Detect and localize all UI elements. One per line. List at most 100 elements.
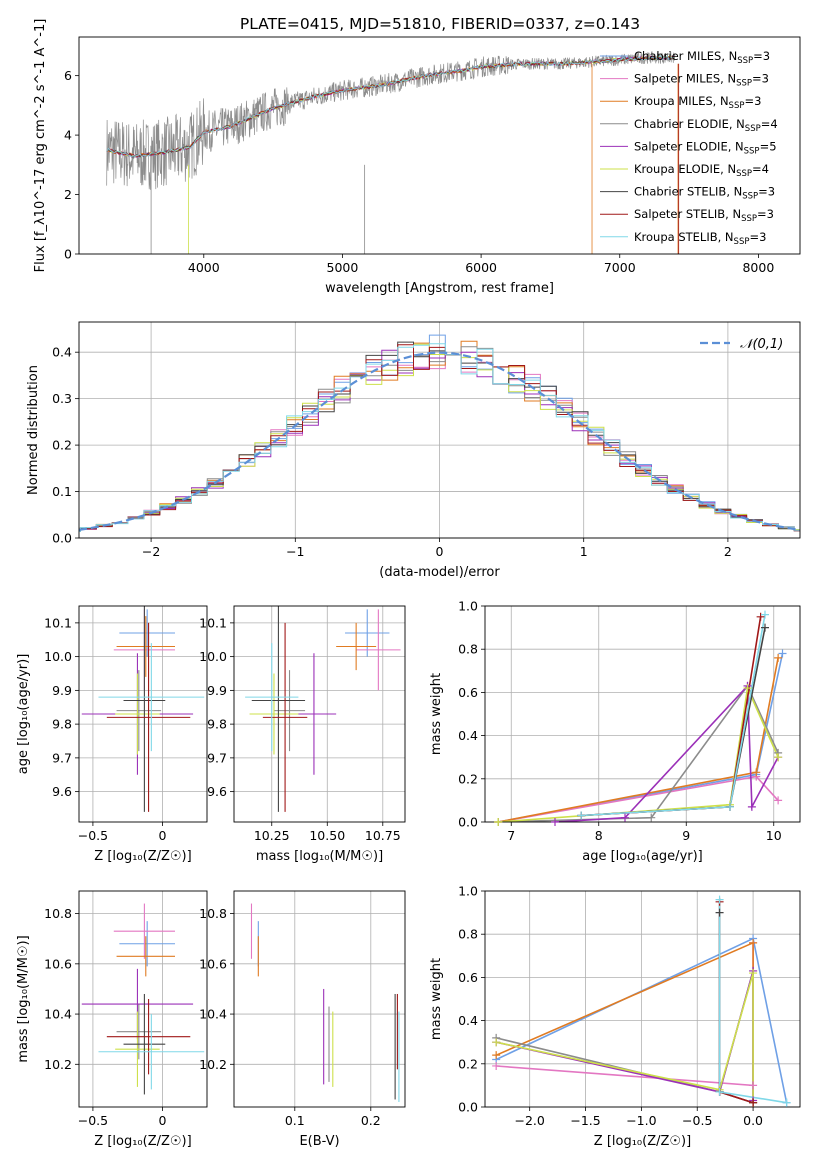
x-axis-label: wavelength [Angstrom, rest frame] (325, 281, 554, 296)
plot-area (79, 334, 800, 532)
legend-value: =4 (761, 117, 778, 131)
weight-marker-kroupa_stelib (782, 1098, 791, 1107)
legend-value: =3 (758, 185, 775, 199)
x-tick-label: 0.0 (743, 1113, 763, 1128)
y-tick-label: 10.8 (199, 906, 227, 921)
weight-marker-kroupa_stelib (715, 1087, 724, 1096)
weight-line-kroupa_stelib (581, 614, 766, 817)
y-tick-label: 0.2 (458, 771, 478, 786)
y-tick-label: 0.2 (458, 1056, 478, 1071)
x-tick-label: −0.5 (78, 828, 108, 843)
x-tick-label: 0 (436, 544, 444, 559)
y-tick-label: 0 (64, 247, 72, 262)
weight-marker-kroupa_elodie (774, 753, 783, 762)
y-axis-label: age [log₁₀(age/yr)] (16, 654, 31, 775)
grid-lines (234, 891, 405, 1107)
legend-subscript: SSP (737, 56, 753, 66)
weight-line-kroupa_miles (495, 941, 754, 1103)
y-axis-label: mass weight (429, 673, 444, 755)
weight-line-kroupa_elodie (498, 685, 779, 822)
panel-age_vs_Z: −0.5 0 9.6 9.7 9.8 9.9 10.0 10.1 Z [log₁₀(Z/Z☉)]… (16, 605, 208, 864)
histogram-kroupa_stelib (79, 343, 800, 532)
weight-marker-salpeter_miles (749, 1081, 758, 1090)
weight-marker-kroupa_elodie (492, 1038, 501, 1047)
y-axis-label: mass weight (429, 958, 444, 1040)
x-tick-label: 6000 (465, 260, 497, 275)
y-tick-label: 1.0 (458, 884, 478, 899)
legend-label-chabrier_elodie: Chabrier ELODIE, NSSP=4 (634, 117, 778, 134)
legend-subscript: SSP (729, 101, 745, 111)
axes-frame (484, 605, 801, 823)
y-axis-label: Normed distribution (26, 365, 41, 495)
x-tick-label: 0 (159, 1113, 167, 1128)
weight-marker-salpeter_elodie (747, 802, 756, 811)
axes-frame (78, 36, 801, 255)
legend-label-salpeter_stelib: Salpeter STELIB, NSSP=3 (634, 207, 774, 224)
y-tick-label: 2 (64, 187, 72, 202)
x-tick-label: 10.25 (254, 828, 290, 843)
y-tick-label: 10.2 (199, 1057, 227, 1072)
weight-line-salpeter_miles (497, 775, 779, 822)
x-axis-label: Z [log₁₀(Z/Z☉)] (594, 1134, 691, 1149)
y-tick-label: 0.4 (458, 1013, 478, 1028)
y-tick-label: 10.4 (44, 1007, 72, 1022)
panel-spectrum: 4000 5000 6000 7000 8000 0 2 4 6 wavelength [Angs… (33, 19, 801, 296)
weight-marker-kroupa_stelib (577, 811, 586, 820)
x-tick-label: 7 (507, 828, 515, 843)
weight-marker-kroupa_elodie (749, 969, 758, 978)
observed-spectrum-line (106, 51, 676, 190)
panel-mass_weight_vs_Z: −2.0 −1.5 −1.0 −0.5 0.0 0.0 0.2 0.4 0.6 0.8 1.0 Z [… (429, 884, 801, 1149)
x-tick-label: 0.2 (361, 1113, 381, 1128)
y-tick-label: 9.9 (207, 683, 227, 698)
legend-subscript: SSP (744, 146, 760, 156)
legend-value: =3 (744, 94, 761, 108)
y-tick-label: 0.6 (458, 970, 478, 985)
legend-label-kroupa_elodie: Kroupa ELODIE, NSSP=4 (634, 162, 769, 179)
axes-frame (233, 605, 406, 823)
y-axis-label: mass [log₁₀(M/M☉)] (16, 935, 31, 1062)
normal-curve (79, 351, 800, 531)
y-tick-label: 0.4 (458, 728, 478, 743)
grid-lines (79, 891, 207, 1107)
axes-frame (78, 890, 208, 1108)
weight-marker-kroupa_stelib (761, 610, 769, 619)
model-spectrum-kroupa_stelib (106, 55, 675, 158)
x-axis-label: Z [log₁₀(Z/Z☉)] (94, 849, 191, 864)
x-axis-label: mass [log₁₀(M/M☉)] (256, 849, 383, 864)
y-tick-label: 10.8 (44, 906, 72, 921)
plot-area (81, 606, 205, 812)
y-tick-label: 0.0 (458, 815, 478, 830)
x-axis-label: Z [log₁₀(Z/Z☉)] (94, 1134, 191, 1149)
x-tick-label: −1.5 (570, 1113, 600, 1128)
y-tick-label: 10.0 (199, 649, 227, 664)
spectrum-legend: Chabrier MILES, NSSP=3 Salpeter MILES, NS… (600, 49, 778, 247)
y-tick-label: 10.6 (44, 956, 72, 971)
legend-subscript: SSP (734, 237, 750, 247)
weight-line-chabrier_elodie (498, 684, 779, 822)
weight-marker-kroupa_miles (774, 653, 783, 662)
x-axis-label: (data-model)/error (379, 565, 500, 580)
legend-value: =3 (753, 49, 770, 63)
legend-label-kroupa_stelib: Kroupa STELIB, NSSP=3 (634, 230, 766, 247)
panel-mass_vs_Z: −0.5 0 10.2 10.4 10.6 10.8 Z [log₁₀(Z/Z☉)] mass… (16, 890, 208, 1149)
weight-marker-chabrier_stelib (761, 623, 769, 632)
y-tick-label: 0.2 (52, 438, 72, 453)
x-tick-label: −0.5 (682, 1113, 712, 1128)
y-tick-label: 0.8 (458, 927, 478, 942)
y-tick-label: 10.1 (44, 615, 72, 630)
y-tick-label: 9.6 (52, 784, 72, 799)
legend-label-chabrier_miles: Chabrier MILES, NSSP=3 (634, 49, 770, 66)
legend-label-kroupa_miles: Kroupa MILES, NSSP=3 (634, 94, 761, 111)
y-tick-label: 0.8 (458, 642, 478, 657)
legend-value: =5 (760, 139, 777, 153)
weight-marker-salpeter_stelib (749, 1098, 758, 1107)
weight-marker-salpeter_miles (774, 796, 783, 805)
x-tick-label: 5000 (327, 260, 359, 275)
legend-value: =3 (752, 72, 769, 86)
legend-value: =4 (752, 162, 769, 176)
legend-label-chabrier_stelib: Chabrier STELIB, NSSP=3 (634, 185, 775, 202)
y-axis-label: Flux [f_λ10^-17 erg cm^-2 s^-1 A^-1] (33, 19, 48, 273)
y-tick-label: 10.2 (44, 1057, 72, 1072)
grid-lines (234, 606, 405, 822)
